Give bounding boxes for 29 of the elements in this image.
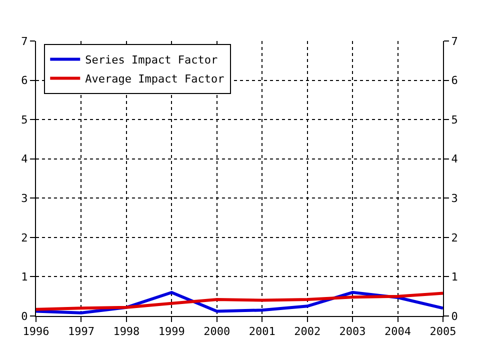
- y-tick-label: 3: [21, 192, 28, 205]
- y2-tick-label: 7: [451, 34, 458, 48]
- y-tick-label: 5: [21, 113, 28, 126]
- x-tick-label: 2004: [384, 325, 412, 338]
- legend-label: Series Impact Factor: [85, 54, 218, 67]
- x-tick-label: 2000: [204, 325, 230, 338]
- line-series: [36, 292, 443, 311]
- y-tick-label: 2: [21, 231, 28, 244]
- y2-tick-label: 5: [451, 113, 458, 126]
- x-tick-label: 1998: [113, 325, 140, 338]
- x-tick-label: 2001: [248, 325, 276, 338]
- y2-tick-label: 2: [451, 231, 458, 244]
- y-tick-label: 4: [21, 152, 28, 166]
- legend-label: Average Impact Factor: [85, 72, 225, 86]
- y2-tick-label: 0: [451, 310, 458, 323]
- x-tick-label: 2003: [339, 325, 366, 338]
- y2-tick-label: 4: [451, 152, 458, 166]
- x-tick-label: 1997: [68, 325, 94, 338]
- y2-tick-label: 6: [451, 74, 458, 88]
- x-tick-label: 1996: [22, 325, 50, 338]
- y-tick-label: 1: [21, 270, 28, 284]
- y-tick-label: 0: [21, 310, 28, 323]
- y-tick-label: 6: [21, 74, 28, 88]
- x-tick-label: 1999: [158, 325, 185, 338]
- x-tick-label: 2005: [430, 325, 456, 338]
- y2-tick-label: 1: [451, 270, 458, 284]
- x-tick-label: 2002: [294, 325, 321, 338]
- y2-tick-label: 3: [451, 192, 458, 205]
- y-tick-label: 7: [21, 34, 28, 48]
